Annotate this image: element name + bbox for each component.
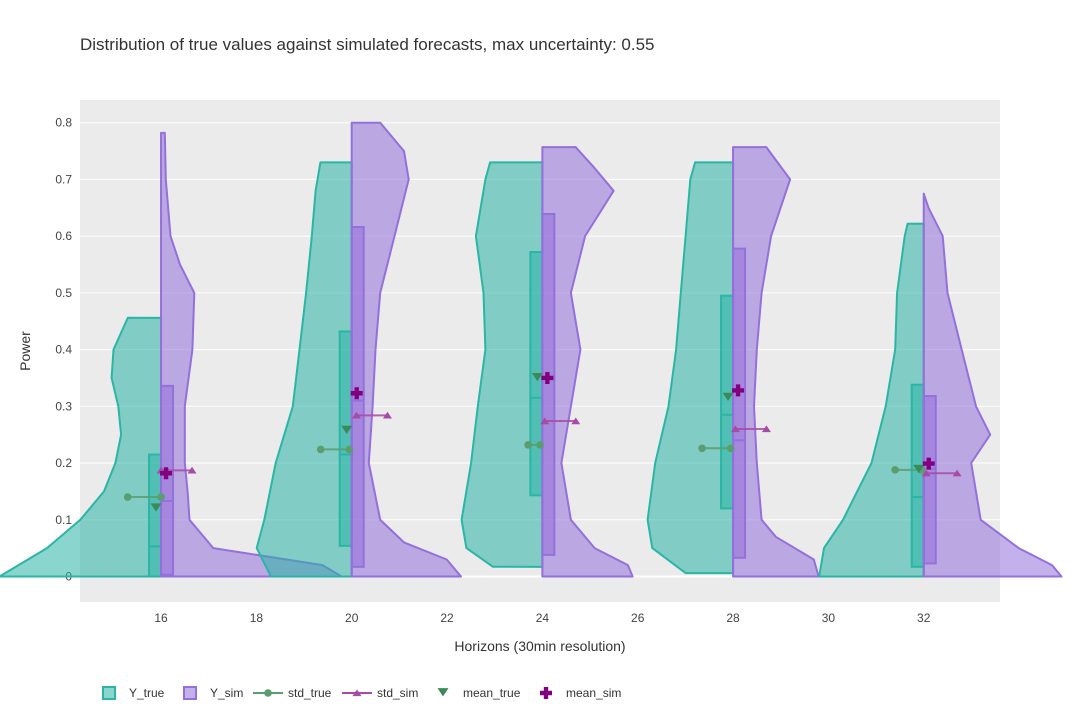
Y_true-violin [646,161,735,575]
Y_true-violin [460,161,544,568]
legend-swatch-mean-true [437,688,449,697]
std-sim-marker [351,411,361,419]
legend-label: Y_true [129,686,165,700]
markers [123,371,962,512]
std-true-marker [726,444,735,453]
y-tick-label: 0.3 [55,399,72,413]
std-true-marker [123,493,132,501]
std-sim-marker [382,411,392,419]
x-ticks: 16 18 20 22 24 26 28 30 32 [154,611,930,625]
Y_sim-box [922,395,937,565]
y-tick-label: 0.8 [55,116,72,130]
legend-swatch-std-true-marker [264,689,272,697]
legend-label: mean_sim [566,686,621,700]
legend-swatch-Y_true [102,686,116,700]
Y_sim-violin [922,192,1063,578]
legend-label: std_sim [377,686,418,700]
std-sim-marker [571,417,581,425]
chart-title: Distribution of true values against simu… [80,35,655,54]
std-true-marker [316,445,325,454]
legend-label: std_true [288,686,332,700]
x-tick-label: 24 [536,611,550,625]
Y_sim-violin [541,146,634,578]
Y_true-box [338,330,353,547]
mean-true-marker [150,503,162,512]
Y_true-violin [0,316,163,578]
std-true-marker [698,444,706,453]
x-tick-label: 30 [822,611,836,625]
Y_true-violin [255,161,353,578]
mean-true-marker [531,372,543,382]
legend-swatch-mean-sim [540,687,552,699]
std-sim-marker [921,469,931,477]
std-sim-marker [540,417,550,425]
Y_sim-box [160,384,175,576]
mean-sim-marker [350,387,363,400]
y-tick-label: 0.4 [55,343,72,357]
x-tick-label: 20 [345,611,359,625]
Y_sim-box [732,247,747,559]
std-true-marker [536,441,544,449]
x-tick-label: 28 [726,611,740,625]
y-tick-label: 0.2 [55,456,72,470]
Y_true-box [910,383,925,568]
Y_sim-box [541,213,556,556]
x-tick-label: 16 [154,611,168,625]
Y_sim-violin [732,146,820,578]
x-tick-label: 22 [440,611,454,625]
legend-swatch-Y_sim [183,686,197,700]
mean-true-marker [341,425,353,434]
x-tick-label: 26 [631,611,645,625]
x-tick-label: 18 [250,611,264,625]
std-sim-marker [730,425,740,433]
std-true-marker [345,445,354,454]
y-tick-label: 0.1 [55,513,72,527]
std-sim-marker [187,466,197,474]
mean-true-marker [913,464,925,474]
Y_sim-violin [350,121,462,578]
legend-label: mean_true [463,686,521,700]
std-true-marker [524,441,532,449]
mean-sim-marker [732,384,745,397]
std-sim-marker [952,469,962,477]
std-true-marker [157,493,165,501]
std-true-marker [891,466,899,474]
Y_true-box [720,294,735,510]
legend-label: Y_sim [210,686,243,700]
y-ticks: 00.10.20.30.40.50.60.70.8 [55,116,72,584]
Y_true-violin [818,222,925,578]
mean-sim-marker [922,457,935,470]
x-tick-label: 32 [917,611,931,625]
y-tick-label: 0.6 [55,229,72,243]
mean-sim-marker [541,371,554,384]
y-tick-label: 0.7 [55,172,72,186]
legend-swatch-std-sim-marker [352,689,362,697]
y-tick-label: 0.5 [55,286,72,300]
mean-sim-marker [160,467,173,480]
mean-true-marker [722,392,734,402]
y-axis-title: Power [17,331,33,371]
x-axis-title: Horizons (30min resolution) [454,638,625,654]
std-sim-marker [761,425,771,433]
legend: Y_true Y_sim std_true std_sim mean_true mean_… [102,686,621,700]
